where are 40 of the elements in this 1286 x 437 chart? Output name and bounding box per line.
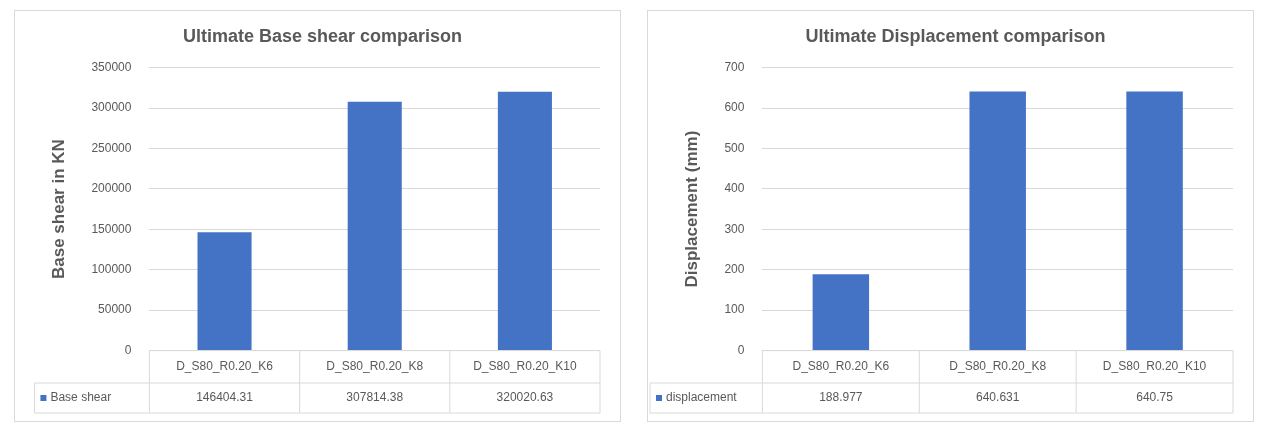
y-tick-label: 50000: [98, 302, 132, 317]
y-tick-label: 100: [724, 302, 745, 317]
y-tick-label: 200000: [91, 181, 132, 196]
y-axis-title: Displacement (mm): [681, 130, 701, 288]
data-label: 188.977: [819, 390, 863, 405]
y-tick-label: 300: [724, 221, 745, 236]
bar: [969, 91, 1026, 351]
y-tick-label: 300000: [91, 100, 132, 115]
chart-title: Ultimate Displacement comparison: [805, 25, 1106, 46]
y-tick-label: 0: [737, 342, 745, 357]
y-tick-label: 150000: [91, 221, 132, 236]
data-label: 640.75: [1136, 390, 1174, 405]
y-axis-title: Base shear in KN: [48, 139, 68, 280]
bar: [197, 232, 252, 351]
chart-title: Ultimate Base shear comparison: [182, 25, 463, 46]
y-tick-label: 100000: [91, 262, 132, 277]
y-tick-label: 350000: [91, 59, 132, 74]
x-tick-label: D_S80_R0.20_K6: [792, 359, 890, 374]
x-tick-label: D_S80_R0.20_K8: [326, 359, 424, 374]
x-tick-label: D_S80_R0.20_K10: [473, 359, 577, 374]
legend-label: Base shear: [50, 390, 112, 405]
bar: [497, 91, 552, 351]
bar: [812, 274, 870, 351]
data-label: 320020.63: [496, 390, 554, 405]
data-label: 146404.31: [196, 390, 254, 405]
y-tick-label: 200: [724, 262, 745, 277]
legend-label: displacement: [666, 390, 738, 405]
data-label: 640.631: [976, 390, 1020, 405]
x-tick-label: D_S80_R0.20_K6: [176, 359, 274, 374]
x-tick-label: D_S80_R0.20_K8: [949, 359, 1047, 374]
data-label: 307814.38: [346, 390, 404, 405]
bar: [347, 101, 402, 351]
x-tick-label: D_S80_R0.20_K10: [1102, 359, 1207, 374]
y-tick-label: 0: [124, 342, 132, 357]
y-tick-label: 250000: [91, 140, 132, 155]
y-tick-label: 500: [724, 140, 745, 155]
y-tick-label: 400: [724, 181, 745, 196]
bar: [1126, 91, 1183, 351]
y-tick-label: 700: [724, 59, 745, 74]
y-tick-label: 600: [724, 100, 745, 115]
